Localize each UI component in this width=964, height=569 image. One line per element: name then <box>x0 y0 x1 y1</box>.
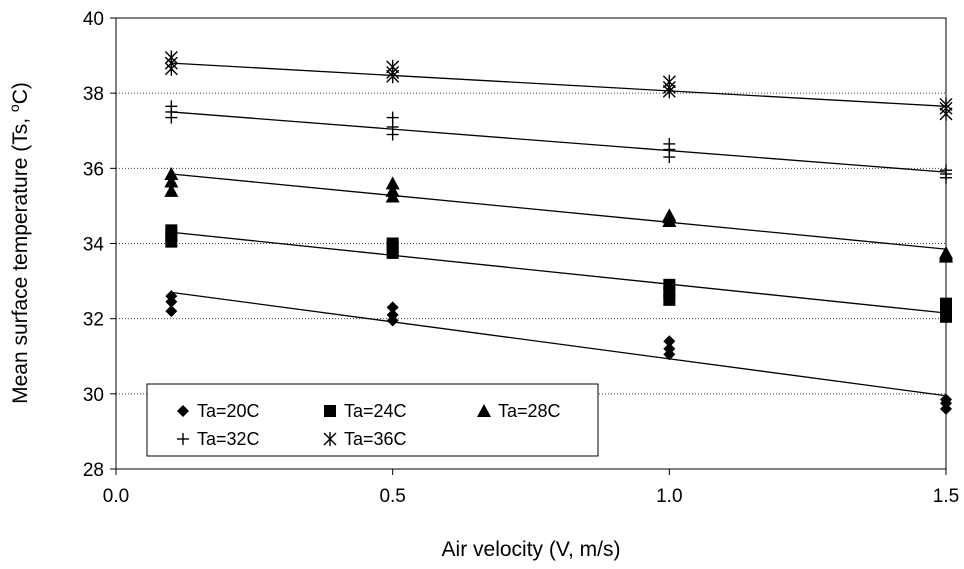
x-tick-label: 0.5 <box>379 486 405 507</box>
trend-line-ta-28c <box>171 173 947 250</box>
data-point-ta-36c <box>939 97 953 112</box>
legend-marker-ta-32c <box>177 433 189 445</box>
y-tick-label: 36 <box>83 159 104 180</box>
trend-line-ta-20c <box>171 291 947 397</box>
legend-label-ta-36c: Ta=36C <box>344 429 407 449</box>
data-point-ta-36c <box>164 50 178 65</box>
data-point-ta-20c <box>386 301 399 314</box>
data-point-ta-36c <box>662 74 676 89</box>
data-point-ta-20c <box>386 308 399 321</box>
data-point-ta-32c <box>165 100 178 113</box>
data-point-ta-28c <box>385 176 400 190</box>
data-point-ta-28c <box>164 174 179 188</box>
y-tick-label: 40 <box>83 9 104 30</box>
data-point-ta-24c <box>663 278 676 291</box>
axis-ticks: 0.0 0.5 1.0 1.5 28 30 32 34 36 38 40 <box>83 9 959 507</box>
legend-marker-ta-28c <box>477 404 491 417</box>
data-point-ta-20c <box>165 305 178 318</box>
legend-marker-ta-20c <box>177 405 189 417</box>
trend-lines <box>171 62 947 397</box>
data-point-ta-32c <box>940 164 952 177</box>
legend-label-ta-20c: Ta=20C <box>197 401 260 421</box>
y-tick-label: 28 <box>83 460 104 481</box>
trend-line-ta-36c <box>171 62 947 107</box>
y-axis-title-degree: o <box>6 104 22 112</box>
x-tick-label: 1.0 <box>656 486 682 507</box>
y-tick-label: 30 <box>83 385 104 406</box>
y-axis-title: Mean surface temperature (Ts, oC) <box>6 82 32 404</box>
data-point-ta-32c <box>663 137 676 150</box>
trend-line-ta-32c <box>171 111 947 173</box>
data-point-ta-24c <box>940 297 952 310</box>
x-tick-label: 0.0 <box>103 486 129 507</box>
data-point-ta-24c <box>386 237 399 250</box>
data-point-ta-28c <box>164 183 179 197</box>
data-point-ta-20c <box>940 393 952 406</box>
trend-line-ta-24c <box>171 231 947 314</box>
gridlines <box>116 92 946 395</box>
y-tick-label: 38 <box>83 84 104 105</box>
legend-label-ta-32c: Ta=32C <box>197 429 260 449</box>
data-point-ta-24c <box>165 224 178 237</box>
data-points <box>164 50 953 415</box>
data-point-ta-20c <box>165 290 178 303</box>
y-tick-label: 34 <box>83 235 105 256</box>
y-axis-title-end: C) <box>9 82 32 104</box>
data-point-ta-20c <box>663 342 676 355</box>
y-axis-title-main: Mean surface temperature (Ts, <box>9 112 32 404</box>
data-point-ta-28c <box>385 183 400 197</box>
data-point-ta-28c <box>939 245 953 259</box>
data-point-ta-36c <box>386 59 400 74</box>
data-point-ta-20c <box>663 335 676 348</box>
legend-label-ta-24c: Ta=24C <box>344 401 407 421</box>
legend-marker-ta-36c <box>323 432 337 446</box>
data-point-ta-28c <box>164 166 179 180</box>
y-tick-label: 32 <box>83 310 104 331</box>
x-axis-title: Air velocity (V, m/s) <box>442 538 621 561</box>
data-point-ta-28c <box>662 208 677 222</box>
x-tick-label: 1.5 <box>933 486 959 507</box>
legend: Ta=20C Ta=24C Ta=28C Ta=32C Ta=36C <box>146 383 599 457</box>
legend-label-ta-28c: Ta=28C <box>498 401 561 421</box>
data-point-ta-32c <box>386 111 399 124</box>
legend-entries: Ta=20C Ta=24C Ta=28C Ta=32C Ta=36C <box>177 401 561 449</box>
legend-marker-ta-24c <box>324 405 336 417</box>
legend-box <box>146 383 599 457</box>
